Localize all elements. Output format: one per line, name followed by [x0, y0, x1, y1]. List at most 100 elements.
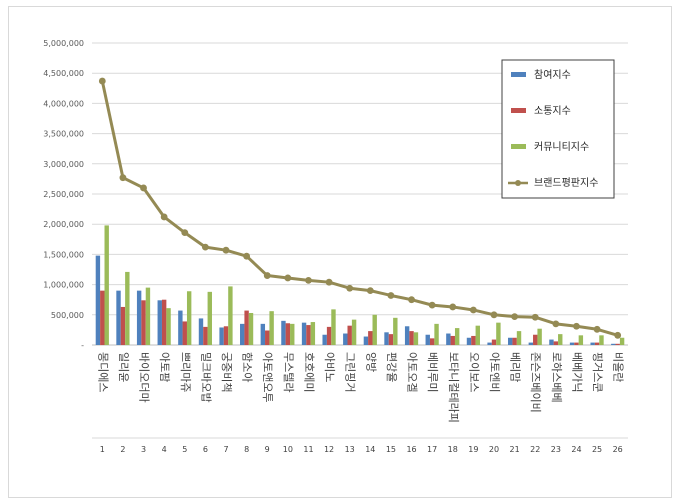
- bar: [269, 311, 274, 345]
- bar: [248, 312, 254, 345]
- x-category-label: 로하스베베: [550, 352, 564, 403]
- y-tick-label: 4,500,000: [43, 69, 84, 78]
- x-category-label: 보타니컬테라피: [447, 352, 460, 423]
- bar: [388, 334, 394, 345]
- x-category-label: 아토오겔: [406, 352, 419, 392]
- x-rank-label: 25: [592, 445, 602, 454]
- line-point: [614, 331, 622, 339]
- x-rank-label: 6: [203, 445, 208, 454]
- line-point: [366, 287, 374, 295]
- legend-label: 커뮤니티지수: [534, 141, 589, 153]
- bar: [553, 341, 559, 345]
- bar: [368, 331, 373, 345]
- y-tick-label: 500,000: [51, 311, 84, 320]
- x-rank-label: 21: [510, 445, 520, 454]
- y-tick-label: -: [81, 341, 84, 350]
- bar: [178, 310, 183, 345]
- bar: [290, 323, 295, 345]
- x-rank-label: 8: [244, 445, 249, 454]
- bar: [136, 290, 142, 345]
- x-rank-label: 24: [571, 445, 581, 454]
- bar: [347, 325, 352, 345]
- bar: [528, 342, 534, 345]
- line-point: [181, 229, 189, 237]
- bar: [301, 322, 307, 345]
- bar: [363, 336, 369, 345]
- x-rank-label: 26: [613, 445, 623, 454]
- x-category-label: 베비루미: [426, 352, 439, 392]
- line-point: [263, 272, 271, 279]
- line-point: [346, 284, 354, 292]
- bar: [454, 328, 460, 345]
- x-category-label: 양방: [364, 352, 377, 372]
- x-rank-label: 20: [489, 445, 499, 454]
- x-rank-label: 2: [120, 445, 125, 454]
- x-category-label: 밀크바오밥: [199, 352, 212, 403]
- bar: [322, 334, 327, 345]
- bar: [471, 335, 476, 345]
- series-line: [100, 80, 619, 337]
- bar: [186, 291, 192, 345]
- bar: [466, 337, 472, 345]
- x-rank-label: 7: [223, 445, 228, 454]
- legend-label: 소통지수: [534, 105, 571, 117]
- bar: [496, 322, 501, 345]
- x-category-label: 아비노: [323, 352, 336, 382]
- bar: [619, 337, 625, 345]
- x-rank-label: 19: [468, 445, 478, 454]
- x-rank-label: 18: [448, 445, 458, 454]
- y-tick-label: 3,000,000: [43, 160, 84, 169]
- line-point: [490, 311, 498, 319]
- bar: [203, 326, 208, 345]
- line-point: [98, 77, 106, 85]
- bar: [285, 323, 291, 345]
- bar: [508, 337, 513, 345]
- line-layer: [98, 77, 622, 339]
- y-tick-label: 3,500,000: [43, 130, 84, 139]
- line-point: [284, 274, 292, 282]
- bar: [615, 343, 620, 345]
- bar: [558, 334, 563, 345]
- x-category-label: 쁘리마쥬: [179, 352, 192, 392]
- y-tick-label: 1,500,000: [43, 250, 84, 259]
- line-point: [325, 278, 333, 286]
- bar: [404, 326, 410, 345]
- bar: [125, 271, 130, 345]
- legend-box: [501, 59, 615, 199]
- bar: [599, 335, 604, 345]
- bar: [116, 290, 121, 345]
- line-point: [469, 306, 477, 314]
- bar-layer: [95, 225, 625, 345]
- line-point: [243, 252, 251, 260]
- legend-swatch: [511, 108, 526, 113]
- x-category-label: 일리윤: [117, 352, 131, 382]
- bar: [425, 334, 430, 345]
- bar: [157, 300, 162, 345]
- line-point: [140, 184, 147, 192]
- bar: [512, 337, 517, 345]
- line-point: [222, 246, 230, 254]
- x-category-label: 아토앤오투: [261, 352, 274, 403]
- x-category-label: 궁중비책: [220, 352, 233, 392]
- y-tick-label: 2,000,000: [43, 220, 84, 229]
- bar: [306, 325, 311, 345]
- bar: [104, 225, 109, 345]
- y-tick-label: 5,000,000: [43, 39, 84, 48]
- bar: [281, 320, 286, 345]
- x-category-label: 그린핑거: [344, 352, 357, 392]
- legend-label: 참여지수: [534, 69, 571, 81]
- bar: [516, 331, 522, 345]
- line-point: [201, 243, 209, 251]
- x-rank-label: 15: [386, 445, 396, 454]
- bar: [578, 335, 584, 345]
- x-category-label: 오이보스: [467, 352, 480, 392]
- bar: [145, 287, 151, 345]
- x-rank-label: 1: [100, 445, 105, 454]
- bar: [219, 327, 224, 345]
- x-rank-label: 13: [345, 445, 355, 454]
- legend-swatch-marker: [515, 180, 521, 186]
- x-category-label: 아토팜: [158, 352, 171, 382]
- bar: [100, 290, 105, 345]
- line-point: [408, 296, 415, 304]
